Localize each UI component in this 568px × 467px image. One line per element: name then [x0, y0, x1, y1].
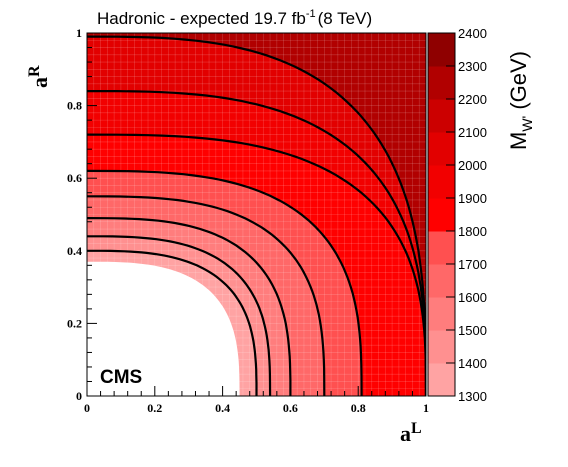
contour-1400 [87, 249, 258, 396]
color-scale-band-2200 [428, 66, 455, 100]
color-scale-label: MW' (GeV) [506, 51, 535, 150]
chart-title: Hadronic - expected 19.7 fb-1 (8 TeV) [97, 8, 372, 28]
contour-2100 [87, 35, 426, 396]
y-tick-label: 0.6 [67, 171, 82, 185]
x-tick-label: 1 [423, 401, 429, 415]
color-scale-tick-label: 1700 [458, 257, 487, 272]
color-scale-band-1500 [428, 297, 455, 331]
color-scale-band-2000 [428, 132, 455, 166]
y-axis-ticks: 0 0.2 0.4 0.6 0.8 1 [67, 26, 97, 403]
color-scale-band-2300 [428, 33, 455, 67]
color-scale-tick-label: 1400 [458, 356, 487, 371]
x-tick-label: 0.4 [215, 401, 230, 415]
color-scale-ticks: 1300 1400 1500 1600 1700 1800 1900 2000 2100 2200… [446, 26, 487, 404]
contour-lines [87, 35, 426, 396]
color-scale-tick-label: 1800 [458, 224, 487, 239]
color-scale-tick-label: 2000 [458, 158, 487, 173]
x-axis-label: aL [400, 420, 422, 446]
color-scale-band-1800 [428, 198, 455, 232]
color-scale-tick-label: 1500 [458, 323, 487, 338]
x-tick-label: 0.8 [351, 401, 366, 415]
heatmap-bands [87, 33, 426, 396]
color-scale-band-1900 [428, 165, 455, 199]
excluded-region [87, 261, 240, 396]
color-scale-band-1600 [428, 264, 455, 298]
contour-1800 [87, 169, 363, 396]
y-tick-label: 1 [76, 26, 82, 40]
color-scale-frame [427, 32, 456, 397]
contour-2000 [87, 90, 426, 396]
color-scale-band-1700 [428, 231, 455, 265]
y-tick-label: 0.2 [67, 316, 82, 330]
y-tick-label: 0.4 [67, 244, 82, 258]
y-axis-label: aR [26, 65, 52, 88]
contour-1500 [87, 235, 272, 396]
x-tick-label: 0.2 [147, 401, 162, 415]
cms-label: CMS [100, 367, 142, 388]
color-scale-tick-label: 2300 [458, 59, 487, 74]
x-axis-ticks: 0 0.2 0.4 0.6 0.8 1 [84, 386, 429, 415]
x-tick-label: 0.6 [283, 401, 298, 415]
color-scale-band-2100 [428, 99, 455, 133]
color-scale-band-1300 [428, 363, 455, 397]
color-scale [428, 33, 455, 397]
color-scale-tick-label: 1900 [458, 191, 487, 206]
color-scale-tick-label: 2100 [458, 125, 487, 140]
y-tick-label: 0 [76, 389, 82, 403]
contour-1900 [87, 133, 426, 396]
color-scale-tick-label: 2200 [458, 92, 487, 107]
grid [87, 33, 426, 396]
color-scale-band-1400 [428, 330, 455, 364]
y-tick-label: 0.8 [67, 99, 82, 113]
color-scale-tick-label: 1300 [458, 389, 487, 404]
color-scale-tick-label: 1600 [458, 290, 487, 305]
color-scale-tick-label: 2400 [458, 26, 487, 41]
contour-1700 [87, 195, 326, 396]
plot-frame [86, 32, 427, 397]
x-tick-label: 0 [84, 401, 90, 415]
contour-1600 [87, 217, 292, 396]
